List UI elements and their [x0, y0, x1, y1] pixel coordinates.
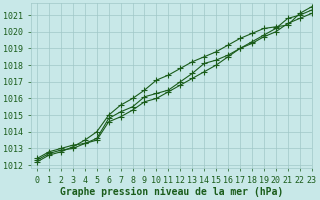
X-axis label: Graphe pression niveau de la mer (hPa): Graphe pression niveau de la mer (hPa): [60, 186, 283, 197]
